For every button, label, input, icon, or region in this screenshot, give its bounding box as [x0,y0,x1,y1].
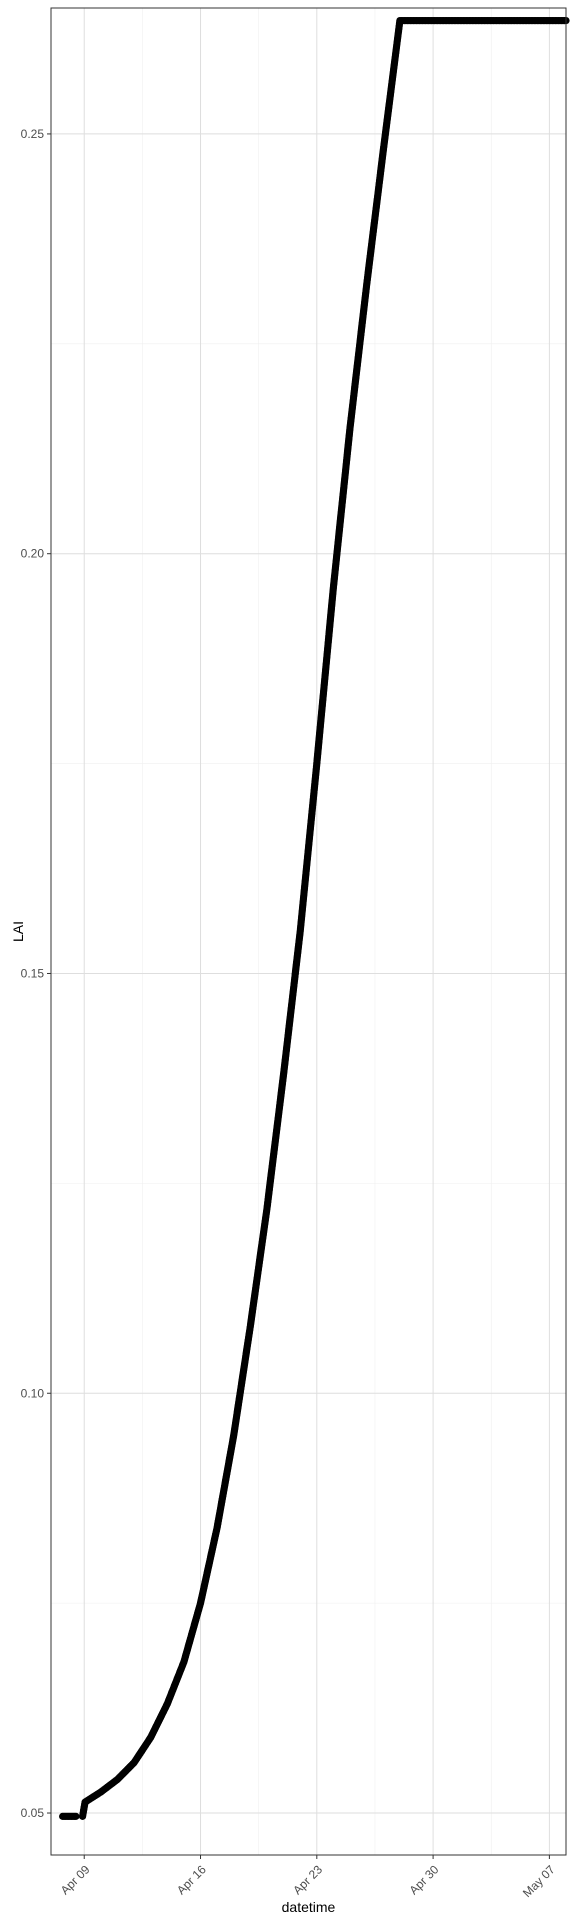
y-tick-label: 0.05 [21,1806,45,1820]
major-gridlines [51,8,566,1855]
y-axis-ticks: 0.05 0.10 0.15 0.20 0.25 [21,127,51,1820]
x-axis-title: datetime [282,1899,336,1915]
x-axis-ticks: Apr 09 Apr 16 Apr 23 Apr 30 May 07 [58,1855,558,1900]
data-point [72,1813,79,1820]
x-tick-label: Apr 23 [290,1862,325,1897]
y-tick-label: 0.10 [21,1386,45,1400]
y-tick-label: 0.20 [21,547,45,561]
data-points [59,17,570,1820]
minor-gridlines [51,8,566,1855]
x-tick-label: Apr 16 [174,1862,209,1897]
y-tick-label: 0.15 [21,966,45,980]
y-axis-title: LAI [10,921,26,942]
y-tick-label: 0.25 [21,127,45,141]
x-tick-label: May 07 [520,1862,558,1900]
x-tick-label: Apr 30 [407,1862,442,1897]
x-tick-label: Apr 09 [58,1862,93,1897]
panel-border [51,8,566,1855]
